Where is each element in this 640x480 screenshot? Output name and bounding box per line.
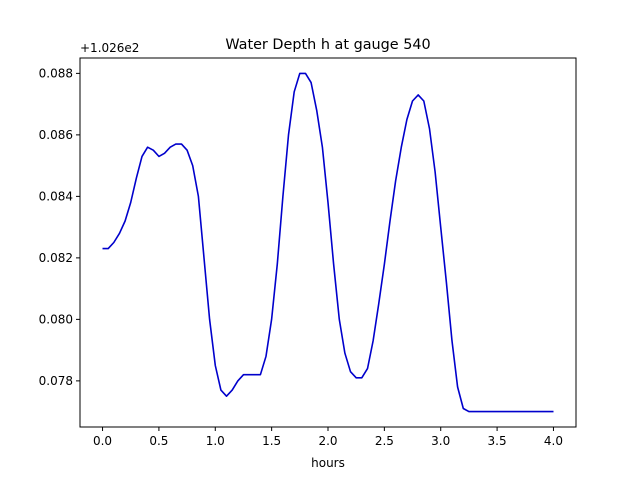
y-tick-label: 0.088	[39, 66, 73, 80]
x-tick-label: 2.0	[318, 434, 337, 448]
water-depth-series-line	[102, 72, 554, 413]
x-axis-label: hours	[311, 456, 345, 470]
y-tick-label: 0.082	[39, 251, 73, 265]
x-tick-label: 1.5	[262, 434, 281, 448]
plot-area	[80, 58, 576, 427]
x-tick-label: 0.0	[93, 434, 112, 448]
y-tick-label: 0.078	[39, 374, 73, 388]
x-axis-ticks: 0.0 0.5 1.0 1.5 2.0 2.5 3.0 3.5 4.0	[93, 427, 563, 448]
x-tick-label: 3.0	[431, 434, 450, 448]
y-tick-label: 0.084	[39, 189, 73, 203]
x-tick-label: 3.5	[488, 434, 507, 448]
y-axis-ticks: 0.078 0.080 0.082 0.084 0.086 0.088	[39, 66, 80, 388]
x-tick-label: 0.5	[149, 434, 168, 448]
plot-frame	[79, 57, 577, 428]
chart-title: Water Depth h at gauge 540	[225, 37, 430, 53]
x-tick-label: 2.5	[375, 434, 394, 448]
x-tick-label: 4.0	[544, 434, 563, 448]
y-tick-label: 0.086	[39, 128, 73, 142]
y-offset-label: +1.026e2	[80, 41, 139, 55]
y-tick-label: 0.080	[39, 312, 73, 326]
x-tick-label: 1.0	[206, 434, 225, 448]
plot-content	[102, 72, 554, 413]
